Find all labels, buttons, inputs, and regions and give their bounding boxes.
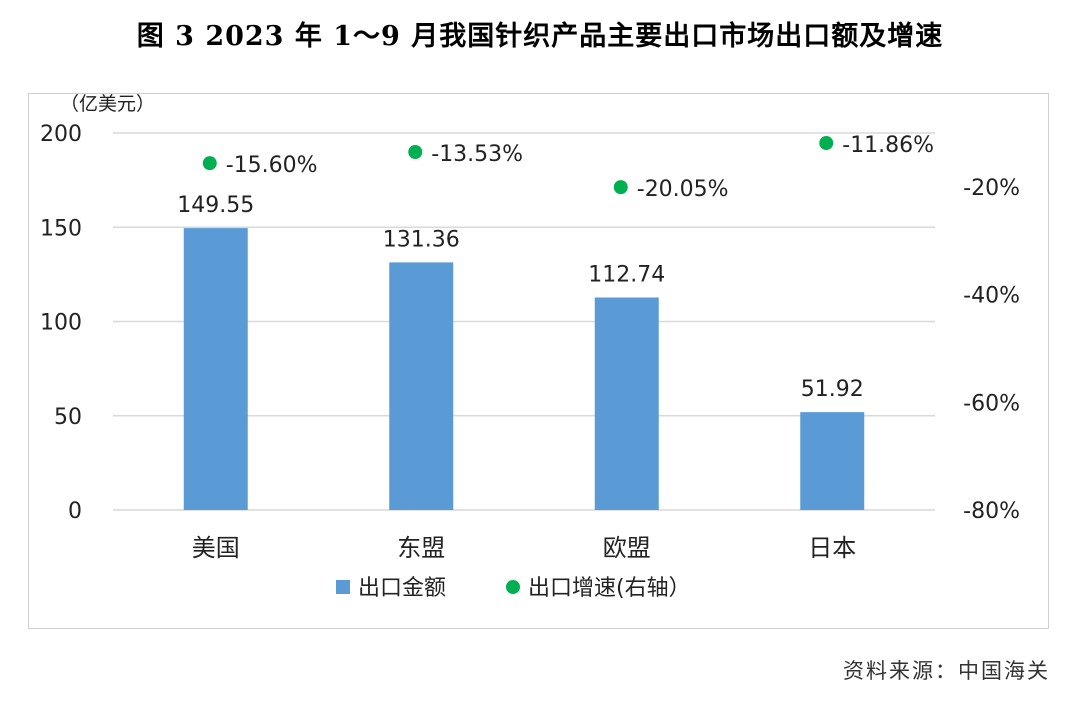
y2-tick-label: -20%	[963, 176, 1020, 201]
bar-data-label: 112.74	[588, 262, 665, 287]
bar-data-label: 149.55	[177, 193, 254, 218]
growth-data-label: -20.05%	[637, 177, 729, 202]
chart-frame	[28, 93, 1049, 629]
chart-title: 图 3 2023 年 1～9 月我国针织产品主要出口市场出口额及增速	[136, 21, 944, 52]
growth-point	[613, 180, 628, 195]
bar	[389, 262, 454, 510]
growth-point	[819, 136, 834, 151]
bar	[800, 412, 865, 510]
growth-data-label: -11.86%	[842, 133, 934, 158]
y2-tick-label: -80%	[963, 499, 1020, 524]
bar	[183, 228, 248, 510]
y-tick-label: 200	[40, 122, 82, 147]
bar	[594, 297, 659, 510]
bar-data-label: 51.92	[801, 377, 864, 402]
x-tick-label: 欧盟	[603, 534, 651, 562]
y-tick-label: 100	[40, 311, 82, 336]
y-unit-label: （亿美元）	[60, 93, 155, 115]
growth-data-label: -15.60%	[226, 153, 318, 178]
growth-data-label: -13.53%	[431, 142, 523, 167]
x-tick-label: 日本	[808, 534, 856, 562]
legend-point-swatch	[506, 580, 520, 594]
legend-point-label: 出口增速(右轴）	[528, 576, 691, 601]
legend-bar-label: 出口金额	[358, 576, 446, 601]
growth-point	[202, 156, 217, 171]
growth-point	[408, 145, 423, 160]
y2-tick-label: -60%	[963, 391, 1020, 416]
y-tick-label: 50	[54, 405, 82, 430]
source-note: 资料来源：中国海关	[843, 659, 1050, 683]
bar-data-label: 131.36	[383, 227, 460, 252]
x-tick-label: 东盟	[397, 534, 445, 562]
legend-bar-swatch	[336, 580, 350, 594]
y-tick-label: 150	[40, 216, 82, 241]
y-tick-label: 0	[68, 499, 82, 524]
y2-tick-label: -40%	[963, 284, 1020, 309]
x-tick-label: 美国	[192, 534, 240, 562]
